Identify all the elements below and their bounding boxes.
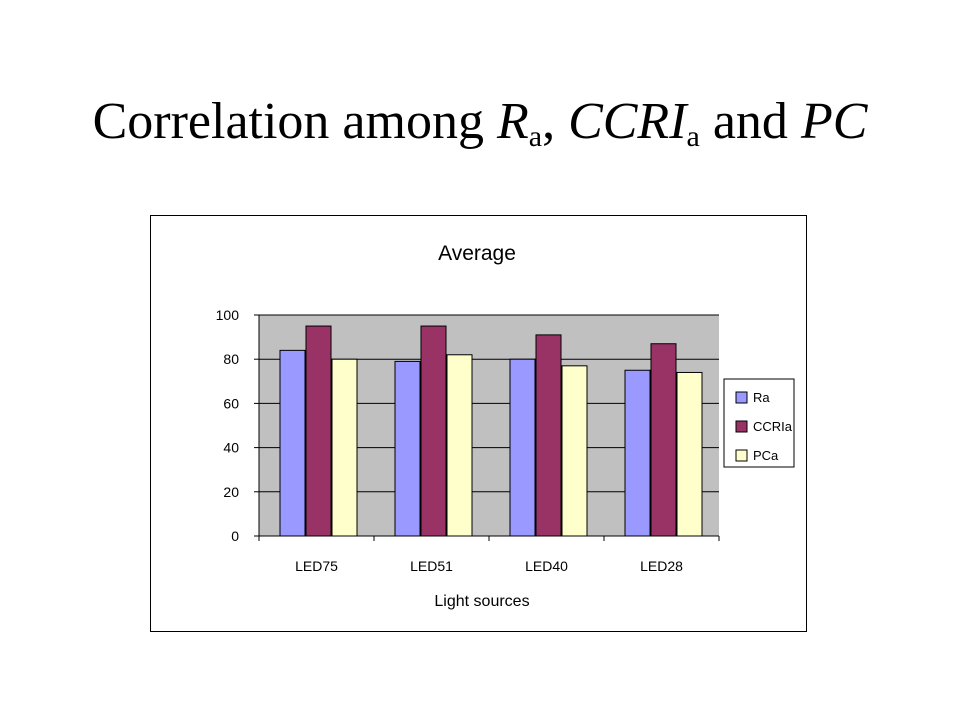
legend-label-pca: PCa [753,448,779,463]
bar-pca-led28 [676,371,703,537]
title-ccri-sub: a [686,120,700,153]
y-tick-label: 60 [223,395,239,411]
y-tick-label: 80 [223,351,239,367]
axes [258,315,720,541]
legend-swatch-pca [735,449,748,462]
title-text-pre: Correlation among [92,93,497,150]
y-tick-label: 20 [223,484,239,500]
bar-ra-led28 [624,369,651,537]
slide-title: Correlation among Ra, CCRIa and PC [0,92,960,152]
title-sep: , [542,93,569,150]
legend: Ra CCRIa PCa [723,378,795,468]
title-and: and [699,93,801,150]
bar-ra-led40 [509,358,536,537]
bar-pca-led75 [331,358,358,537]
bars [279,325,703,537]
title-ra-sub: a [528,120,543,153]
bar-pca-led51 [446,354,473,537]
bar-ccria-led75 [305,325,332,537]
bar-chart: Average 0 20 40 60 80 100 LED75 LED51 LED40 LED2… [216,242,795,610]
bar-ra-led75 [279,349,306,537]
x-category-label: LED40 [525,558,568,574]
legend-swatch-ccria [735,420,748,433]
x-category-labels: LED75 LED51 LED40 LED28 [295,558,683,574]
legend-label-ra: Ra [753,390,770,405]
y-tick-label: 100 [216,307,240,323]
chart-frame: Average 0 20 40 60 80 100 LED75 LED51 LED40 LED2… [150,215,807,632]
bar-ccria-led28 [650,343,677,537]
x-axis-title: Light sources [434,593,529,610]
bar-ccria-led40 [535,334,562,537]
y-tick-labels: 0 20 40 60 80 100 [216,307,259,544]
title-ra: R [496,93,529,150]
bar-pca-led40 [561,365,588,537]
x-category-label: LED75 [295,558,338,574]
x-category-label: LED28 [640,558,683,574]
title-pc: PC [800,93,868,150]
legend-swatch-ra [735,391,748,404]
legend-label-ccria: CCRIa [753,419,793,434]
bar-ra-led51 [394,360,421,537]
y-tick-label: 0 [231,528,239,544]
chart-title: Average [438,242,516,265]
title-ccri: CCRI [568,93,687,150]
x-category-label: LED51 [410,558,453,574]
y-tick-label: 40 [223,440,239,456]
bar-ccria-led51 [420,325,447,537]
